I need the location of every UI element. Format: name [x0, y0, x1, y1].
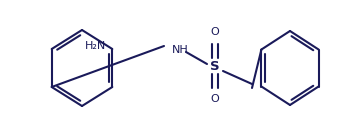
Text: O: O: [211, 94, 219, 104]
Text: H₂N: H₂N: [85, 41, 106, 51]
Text: S: S: [210, 60, 220, 72]
Text: NH: NH: [172, 45, 189, 55]
Text: O: O: [211, 27, 219, 37]
